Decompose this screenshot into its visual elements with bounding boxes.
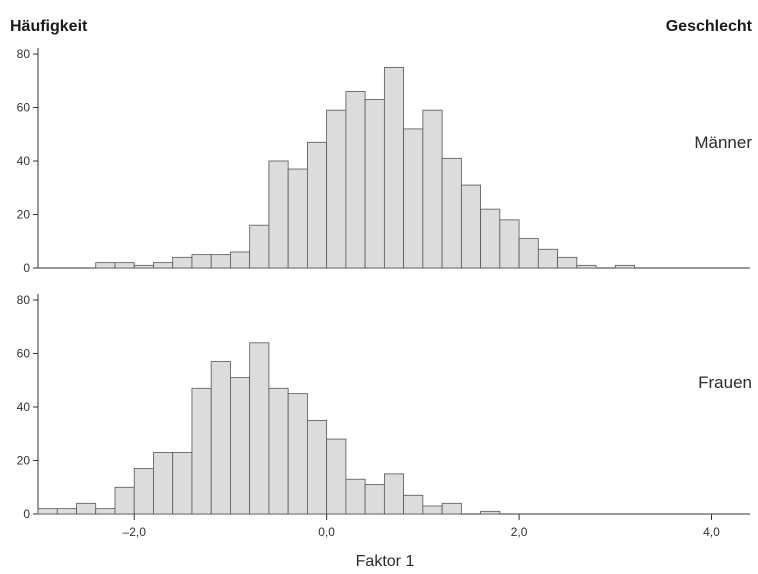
histogram-bar bbox=[557, 256, 578, 269]
group-header: Geschlecht bbox=[666, 18, 753, 35]
histogram-bar bbox=[422, 109, 443, 269]
histogram-bar bbox=[480, 208, 501, 269]
histogram-bar bbox=[326, 109, 347, 269]
histogram-bar bbox=[191, 387, 212, 515]
panel-maenner: Männer 0 20 40 60 80 bbox=[17, 47, 753, 275]
y-tick-label: 20 bbox=[17, 454, 31, 468]
histogram-bar bbox=[37, 508, 58, 515]
histogram-bar bbox=[460, 184, 481, 269]
histogram-bar bbox=[210, 361, 231, 515]
histogram-bar bbox=[326, 438, 347, 515]
y-tick-label: 40 bbox=[17, 154, 31, 168]
histogram-bar bbox=[95, 262, 116, 269]
histogram-bar bbox=[230, 377, 251, 515]
y-tick-label: 60 bbox=[17, 347, 31, 361]
histogram-bar bbox=[441, 502, 462, 515]
histogram-bar bbox=[191, 254, 212, 269]
panel-frauen: Frauen 0 20 40 60 80 –2,0 0,0 2,0 4,0 bbox=[17, 293, 752, 539]
histogram-bar bbox=[249, 342, 270, 515]
histogram-bar bbox=[230, 251, 251, 269]
histogram-bar bbox=[133, 468, 154, 515]
histogram-bar bbox=[403, 128, 424, 269]
histogram-bar bbox=[287, 168, 308, 269]
histogram-bar bbox=[172, 256, 193, 269]
x-tick-label: 0,0 bbox=[318, 525, 335, 539]
histogram-bar bbox=[133, 264, 154, 269]
histogram-bar bbox=[364, 484, 385, 515]
histogram-bar bbox=[114, 262, 135, 269]
y-tick-label: 60 bbox=[17, 101, 31, 115]
x-tick-label: –2,0 bbox=[123, 525, 147, 539]
histogram-bar bbox=[172, 452, 193, 515]
histogram-bar bbox=[153, 262, 174, 269]
histogram-bar bbox=[153, 452, 174, 515]
histogram-bar bbox=[307, 141, 328, 269]
histogram-bar bbox=[249, 224, 270, 269]
panel-label-frauen: Frauen bbox=[698, 373, 752, 392]
histogram-bar bbox=[287, 393, 308, 515]
histogram-bar bbox=[364, 99, 385, 269]
histogram-bar bbox=[537, 248, 558, 269]
y-tick-label: 20 bbox=[17, 208, 31, 222]
histogram-bar bbox=[210, 254, 231, 269]
histogram-bar bbox=[614, 264, 635, 269]
y-tick-label: 40 bbox=[17, 400, 31, 414]
x-tick-label: 2,0 bbox=[511, 525, 528, 539]
y-tick-label: 80 bbox=[17, 293, 31, 307]
histogram-bar bbox=[499, 219, 520, 269]
histogram-bar bbox=[480, 510, 501, 515]
histogram-bar bbox=[345, 478, 366, 515]
histogram-bar bbox=[95, 508, 116, 515]
y-tick-label: 0 bbox=[23, 507, 30, 521]
x-axis-label: Faktor 1 bbox=[356, 553, 415, 570]
histogram-bar bbox=[518, 238, 539, 269]
panel-label-maenner: Männer bbox=[694, 133, 752, 152]
histogram-bar bbox=[307, 419, 328, 515]
y-axis-header: Häufigkeit bbox=[10, 18, 88, 35]
histogram-bar bbox=[268, 387, 289, 515]
x-tick-label: 4,0 bbox=[703, 525, 720, 539]
histogram-bar bbox=[422, 505, 443, 515]
histogram-bar bbox=[441, 157, 462, 269]
histogram-bar bbox=[114, 486, 135, 515]
histogram-bar bbox=[383, 66, 405, 269]
histogram-bar bbox=[76, 502, 97, 515]
histogram-bar bbox=[403, 494, 424, 515]
y-tick-label: 80 bbox=[17, 47, 31, 61]
histogram-bar bbox=[345, 91, 366, 269]
histogram-bar bbox=[383, 473, 405, 515]
y-tick-label: 0 bbox=[23, 261, 30, 275]
histogram-bar bbox=[576, 264, 597, 269]
histogram-bar bbox=[268, 160, 289, 269]
histogram-bar bbox=[56, 508, 77, 515]
